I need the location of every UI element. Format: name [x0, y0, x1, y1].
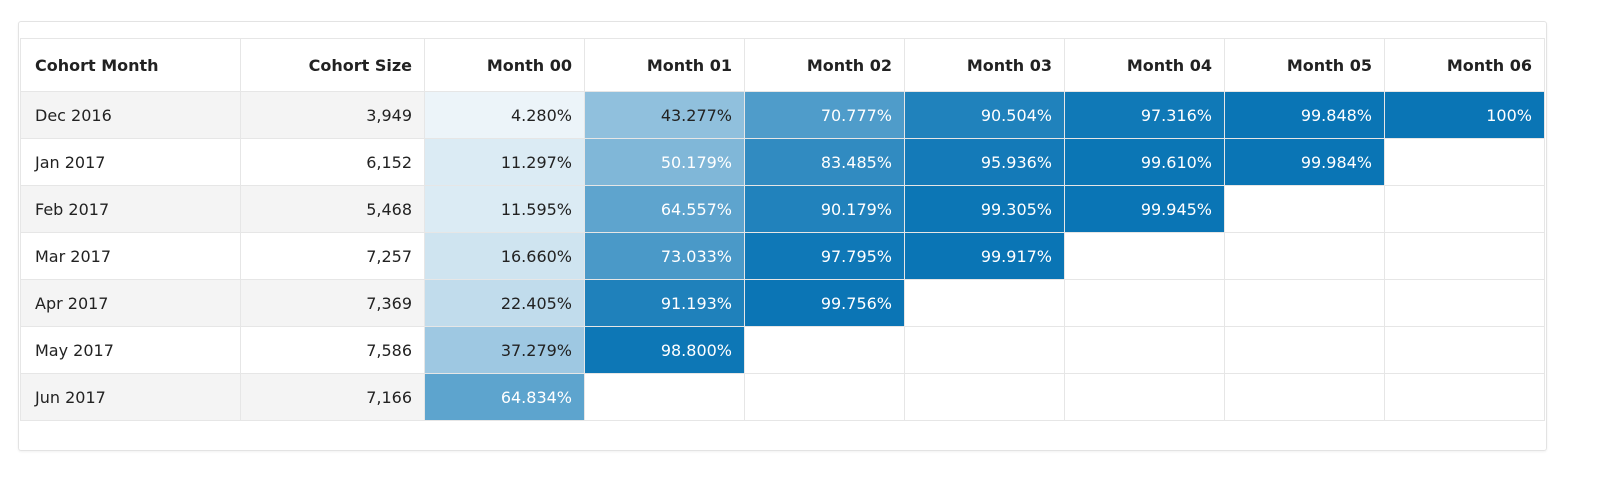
cell: Feb 2017: [20, 185, 241, 233]
cell: May 2017: [20, 326, 241, 374]
retention-cell: 73.033%: [584, 232, 745, 280]
retention-cell: 99.848%: [1224, 91, 1385, 139]
empty-cell: [1384, 373, 1545, 421]
empty-cell: [1064, 326, 1225, 374]
retention-cell: 90.504%: [904, 91, 1065, 139]
retention-cell: 97.795%: [744, 232, 905, 280]
retention-cell: 64.834%: [424, 373, 585, 421]
retention-cell: 91.193%: [584, 279, 745, 327]
retention-cell: 11.595%: [424, 185, 585, 233]
cell: Dec 2016: [20, 91, 241, 139]
header-row: Cohort Month Cohort Size Month 00 Month 01 M…: [20, 38, 1545, 92]
retention-cell: 99.305%: [904, 185, 1065, 233]
empty-cell: [1384, 326, 1545, 374]
column-header: Month 06: [1384, 38, 1545, 92]
retention-cell: 98.800%: [584, 326, 745, 374]
retention-cell: 43.277%: [584, 91, 745, 139]
table-row: Jan 2017 6,152 11.297% 50.179% 83.485% 95.936…: [20, 138, 1545, 186]
retention-cell: 11.297%: [424, 138, 585, 186]
cell: 7,257: [240, 232, 425, 280]
column-header: Cohort Month: [20, 38, 241, 92]
empty-cell: [1224, 232, 1385, 280]
empty-cell: [904, 373, 1065, 421]
retention-cell: 99.917%: [904, 232, 1065, 280]
table-panel: Cohort Month Cohort Size Month 00 Month 01 M…: [18, 21, 1547, 451]
empty-cell: [904, 279, 1065, 327]
retention-cell: 37.279%: [424, 326, 585, 374]
column-header: Month 05: [1224, 38, 1385, 92]
cell: 7,586: [240, 326, 425, 374]
retention-cell: 99.756%: [744, 279, 905, 327]
retention-cell: 100%: [1384, 91, 1545, 139]
retention-cell: 90.179%: [744, 185, 905, 233]
retention-cell: 99.610%: [1064, 138, 1225, 186]
cell: 6,152: [240, 138, 425, 186]
table-row: Feb 2017 5,468 11.595% 64.557% 90.179% 99.305…: [20, 185, 1545, 233]
retention-cell: 95.936%: [904, 138, 1065, 186]
retention-cell: 4.280%: [424, 91, 585, 139]
retention-cell: 64.557%: [584, 185, 745, 233]
cohort-table: Cohort Month Cohort Size Month 00 Month 01 M…: [20, 38, 1545, 421]
empty-cell: [584, 373, 745, 421]
empty-cell: [1224, 373, 1385, 421]
retention-cell: 16.660%: [424, 232, 585, 280]
retention-cell: 22.405%: [424, 279, 585, 327]
retention-cell: 97.316%: [1064, 91, 1225, 139]
cell: Jan 2017: [20, 138, 241, 186]
cell: Jun 2017: [20, 373, 241, 421]
cell: Apr 2017: [20, 279, 241, 327]
empty-cell: [1224, 185, 1385, 233]
column-header: Month 01: [584, 38, 745, 92]
empty-cell: [1064, 279, 1225, 327]
retention-cell: 70.777%: [744, 91, 905, 139]
empty-cell: [1384, 185, 1545, 233]
column-header: Month 04: [1064, 38, 1225, 92]
cell: 5,468: [240, 185, 425, 233]
column-header: Month 03: [904, 38, 1065, 92]
retention-cell: 83.485%: [744, 138, 905, 186]
empty-cell: [744, 373, 905, 421]
table-row: Jun 2017 7,166 64.834%: [20, 373, 1545, 421]
table-row: Mar 2017 7,257 16.660% 73.033% 97.795% 99.917…: [20, 232, 1545, 280]
column-header: Month 02: [744, 38, 905, 92]
empty-cell: [1224, 279, 1385, 327]
table-row: May 2017 7,586 37.279% 98.800%: [20, 326, 1545, 374]
empty-cell: [744, 326, 905, 374]
table-row: Apr 2017 7,369 22.405% 91.193% 99.756%: [20, 279, 1545, 327]
retention-cell: 50.179%: [584, 138, 745, 186]
table-body: Dec 2016 3,949 4.280% 43.277% 70.777% 90.504%…: [20, 91, 1545, 421]
table-row: Dec 2016 3,949 4.280% 43.277% 70.777% 90.504%…: [20, 91, 1545, 139]
empty-cell: [1384, 138, 1545, 186]
column-header: Month 00: [424, 38, 585, 92]
empty-cell: [1384, 279, 1545, 327]
cell: Mar 2017: [20, 232, 241, 280]
retention-cell: 99.984%: [1224, 138, 1385, 186]
cell: 7,166: [240, 373, 425, 421]
empty-cell: [1384, 232, 1545, 280]
empty-cell: [1064, 373, 1225, 421]
cell: 3,949: [240, 91, 425, 139]
cell: 7,369: [240, 279, 425, 327]
column-header: Cohort Size: [240, 38, 425, 92]
empty-cell: [1224, 326, 1385, 374]
empty-cell: [1064, 232, 1225, 280]
retention-cell: 99.945%: [1064, 185, 1225, 233]
empty-cell: [904, 326, 1065, 374]
